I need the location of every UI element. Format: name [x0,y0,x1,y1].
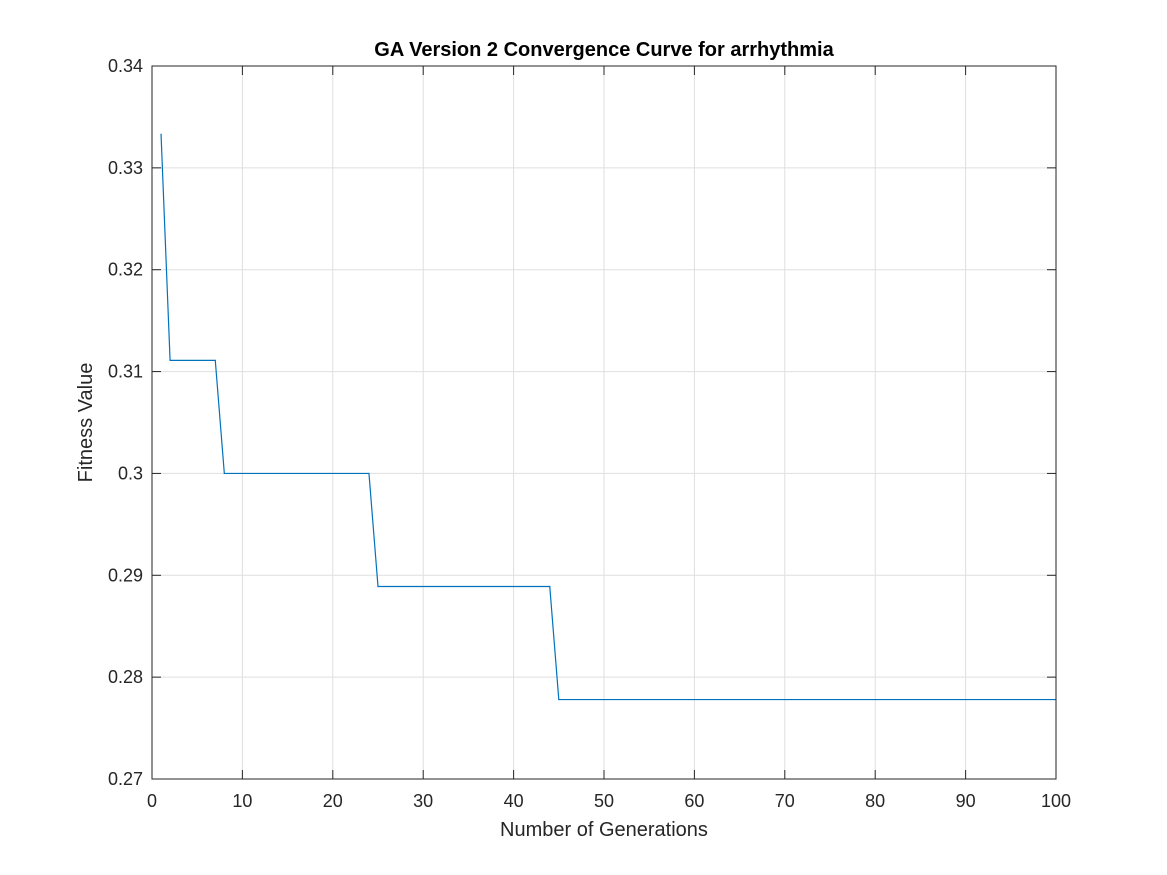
y-tick-label: 0.28 [108,667,143,687]
data-point [558,698,560,701]
y-tick-label: 0.31 [108,362,143,382]
x-tick-label: 70 [775,791,795,811]
x-tick-label: 50 [594,791,614,811]
x-tick-label: 20 [323,791,343,811]
series-layer [160,133,1057,701]
y-tick-label: 0.34 [108,56,143,76]
x-axis-label: Number of Generations [500,819,708,841]
y-tick-label: 0.3 [118,463,143,483]
data-point [160,133,162,135]
x-tick-label: 0 [147,791,157,811]
x-tick-label: 90 [956,791,976,811]
y-tick-labels: 0.27 0.28 0.29 0.3 0.31 0.32 0.33 0.34 [108,56,143,789]
y-axis-label: Fitness Value [75,363,97,483]
x-tick-label: 80 [865,791,885,811]
y-tick-label: 0.33 [108,158,143,178]
y-tick-label: 0.29 [108,565,143,585]
data-point [377,585,379,588]
x-tick-label: 60 [684,791,704,811]
x-tick-label: 40 [504,791,524,811]
ticks [151,65,1057,780]
chart-title: GA Version 2 Convergence Curve for arrhy… [374,39,834,61]
data-point [368,472,370,475]
x-tick-label: 100 [1041,791,1071,811]
x-tick-labels: 0 10 20 30 40 50 60 70 80 90 100 [147,791,1071,811]
data-point [214,359,216,361]
y-tick-label: 0.27 [108,769,143,789]
x-tick-label: 30 [413,791,433,811]
data-point [169,359,171,361]
x-tick-label: 10 [232,791,252,811]
data-point [223,472,225,475]
y-tick-label: 0.32 [108,260,143,280]
data-point [549,585,551,588]
